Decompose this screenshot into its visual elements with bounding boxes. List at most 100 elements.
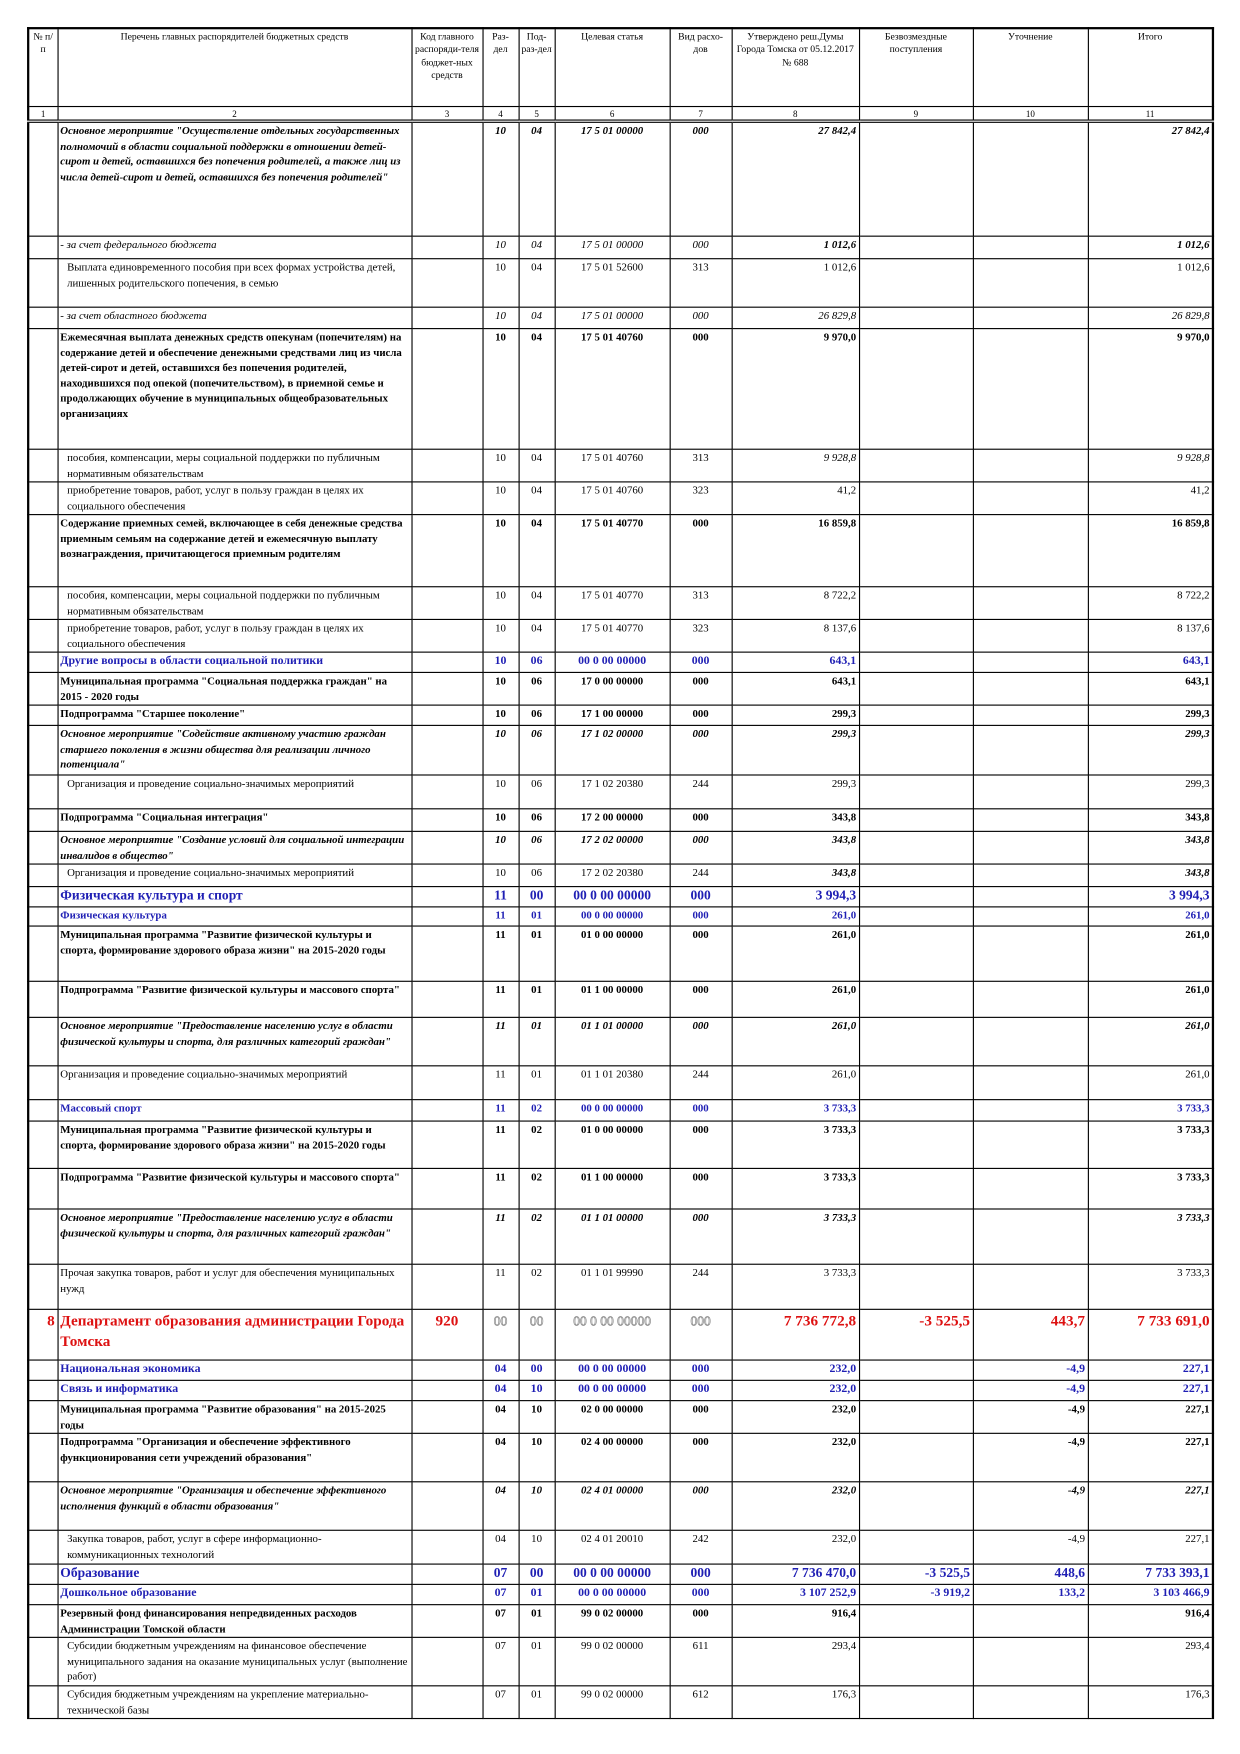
cell-text: Основное мероприятие "Организация и обес… bbox=[60, 1484, 387, 1513]
cell-text bbox=[860, 1606, 972, 1636]
cell-text bbox=[29, 727, 56, 774]
cell-text bbox=[413, 516, 482, 586]
table-cell bbox=[410, 1604, 484, 1638]
table-cell: Муниципальная программа "Развитие физиче… bbox=[56, 925, 413, 982]
table-cell bbox=[410, 651, 484, 673]
cell-text: 27 842,4 bbox=[1171, 125, 1210, 138]
cell-text: 343,8 bbox=[831, 834, 857, 847]
cell-text: 227,1 bbox=[1185, 1403, 1210, 1416]
table-cell: 01 bbox=[517, 1016, 556, 1067]
table-cell: 10 bbox=[481, 830, 520, 865]
cell-text: 227,1 bbox=[1185, 1484, 1210, 1498]
cell-text: 227,1 bbox=[1185, 1436, 1210, 1449]
table-cell: -3 525,5 bbox=[858, 1563, 974, 1585]
cell-text bbox=[974, 1067, 1087, 1099]
table-cell: 3 733,3 bbox=[731, 1263, 860, 1310]
table-cell bbox=[972, 258, 1089, 308]
table-cell: 00 0 00 00000 bbox=[554, 651, 671, 673]
cell-text bbox=[29, 308, 56, 327]
cell-text: 17 2 00 00000 bbox=[581, 811, 644, 825]
table-cell bbox=[972, 671, 1089, 706]
cell-text bbox=[29, 1381, 56, 1399]
cell-text: 06 bbox=[531, 728, 542, 741]
cell-text: 10 bbox=[495, 622, 506, 635]
table-row: приобретение товаров, работ, услуг в пол… bbox=[27, 618, 1214, 653]
cell-text bbox=[974, 832, 1087, 862]
table-cell: 3 733,3 bbox=[1087, 1167, 1214, 1210]
table-cell bbox=[972, 481, 1089, 516]
cell-text: 242 bbox=[692, 1533, 709, 1546]
table-cell bbox=[410, 514, 484, 588]
cell-text: Уточнение bbox=[1008, 30, 1053, 42]
table-cell: 01 1 01 99990 bbox=[554, 1263, 671, 1310]
cell-text: 01 1 00 00000 bbox=[581, 984, 644, 997]
table-cell: 9 928,8 bbox=[1087, 448, 1214, 483]
cell-text: 343,8 bbox=[1185, 866, 1210, 880]
table-cell: 261,0 bbox=[1087, 1016, 1214, 1067]
table-cell: 01 bbox=[517, 906, 556, 927]
table-cell: 261,0 bbox=[731, 925, 860, 982]
table-cell: 11 bbox=[481, 886, 520, 908]
table-cell bbox=[972, 1685, 1089, 1720]
table-cell: 3 733,3 bbox=[1087, 1263, 1214, 1310]
cell-text: Целевая статья bbox=[581, 30, 644, 42]
cell-text: 000 bbox=[691, 1587, 710, 1600]
cell-text bbox=[974, 516, 1087, 586]
table-cell: 10 bbox=[481, 671, 520, 706]
table-cell: 299,3 bbox=[731, 774, 860, 810]
cell-text: 000 bbox=[692, 1211, 709, 1225]
cell-text bbox=[413, 450, 482, 480]
table-cell: 000 bbox=[669, 704, 733, 726]
table-cell: 01 bbox=[517, 925, 556, 982]
cell-text: 01 1 01 00000 bbox=[581, 1020, 644, 1033]
table-cell: 07 bbox=[481, 1563, 520, 1585]
table-cell bbox=[27, 1065, 59, 1101]
cell-text: 01 1 01 00000 bbox=[581, 1211, 644, 1225]
cell-text: 9 928,8 bbox=[823, 452, 857, 465]
table-cell: 17 1 02 20380 bbox=[554, 774, 671, 810]
cell-text: 10 bbox=[495, 777, 506, 791]
cell-text: 299,3 bbox=[831, 777, 857, 791]
table-cell: 04 bbox=[517, 586, 556, 620]
table-cell: 313 bbox=[669, 586, 733, 620]
cell-text: Подпрограмма "Социальная интеграция" bbox=[60, 811, 269, 825]
table-cell: 261,0 bbox=[1087, 906, 1214, 927]
table-cell: 10 bbox=[481, 258, 520, 308]
table-cell: 17 5 01 40760 bbox=[554, 481, 671, 516]
table-cell bbox=[972, 651, 1089, 673]
cell-text: Основное мероприятие "Предоставление нас… bbox=[60, 1020, 393, 1048]
cell-text: Раз-дел bbox=[492, 30, 509, 55]
table-cell bbox=[27, 1359, 59, 1381]
cell-text: 261,0 bbox=[1185, 909, 1210, 923]
cell-text: 10 bbox=[495, 728, 506, 741]
table-cell: 00 0 00 00000 bbox=[554, 906, 671, 927]
table-cell bbox=[27, 481, 59, 516]
cell-text: 232,0 bbox=[831, 1533, 857, 1546]
table-cell bbox=[410, 671, 484, 706]
table-cell: Массовый спорт bbox=[56, 1099, 413, 1122]
table-cell: 1 012,6 bbox=[731, 235, 860, 260]
table-cell bbox=[972, 306, 1089, 330]
cell-text: 02 bbox=[531, 1171, 542, 1184]
table-cell bbox=[410, 863, 484, 888]
table-cell: 04 bbox=[481, 1432, 520, 1483]
cell-text: 17 5 01 40770 bbox=[581, 589, 644, 602]
cell-text: 3 103 466,9 bbox=[1153, 1587, 1210, 1600]
cell-text: 916,4 bbox=[1185, 1607, 1210, 1620]
table-row: Выплата единовременного пособия при всех… bbox=[27, 258, 1214, 308]
cell-text: 27 842,4 bbox=[818, 125, 857, 138]
table-cell: 17 5 01 40770 bbox=[554, 618, 671, 653]
table-cell: 242 bbox=[669, 1529, 733, 1565]
table-cell: 17 5 01 00000 bbox=[554, 306, 671, 330]
cell-text: 000 bbox=[691, 1362, 710, 1376]
cell-text: 10 bbox=[531, 1403, 542, 1416]
table-cell: 00 bbox=[517, 1308, 556, 1361]
table-cell bbox=[858, 481, 974, 516]
table-cell bbox=[27, 980, 59, 1018]
table-cell bbox=[972, 886, 1089, 908]
table-cell bbox=[410, 1167, 484, 1210]
cell-text bbox=[974, 810, 1087, 830]
cell-text: 7 733 691,0 bbox=[1137, 1312, 1210, 1330]
cell-text: 10 bbox=[494, 654, 507, 668]
table-cell: 244 bbox=[669, 774, 733, 810]
